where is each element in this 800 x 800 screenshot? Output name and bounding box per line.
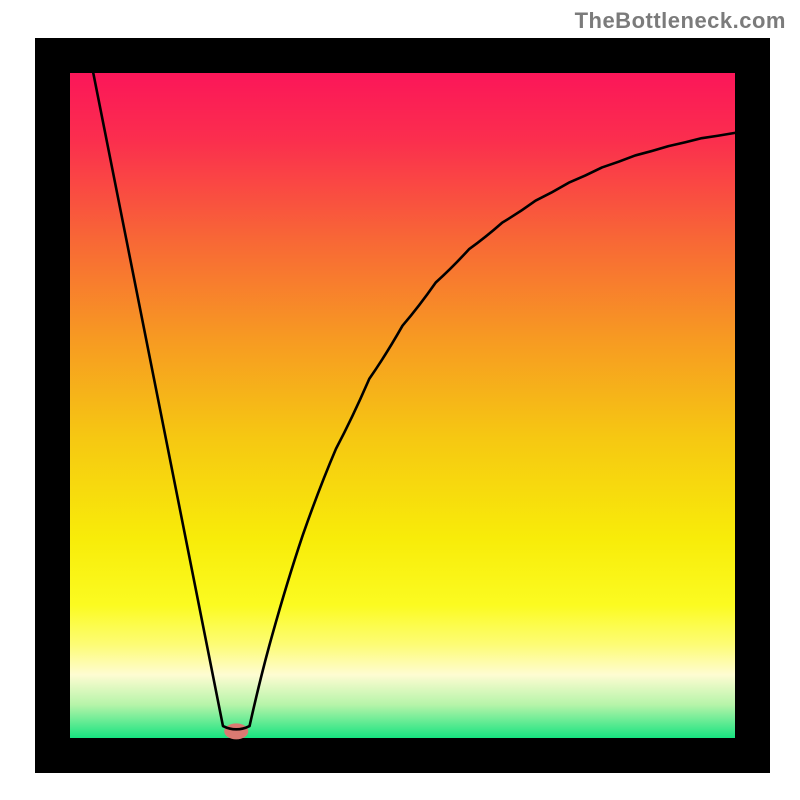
minimum-marker bbox=[224, 723, 248, 739]
attribution-text: TheBottleneck.com bbox=[575, 8, 786, 34]
chart-container: TheBottleneck.com bbox=[0, 0, 800, 800]
gradient-background bbox=[70, 73, 735, 738]
bottleneck-chart bbox=[0, 0, 800, 800]
